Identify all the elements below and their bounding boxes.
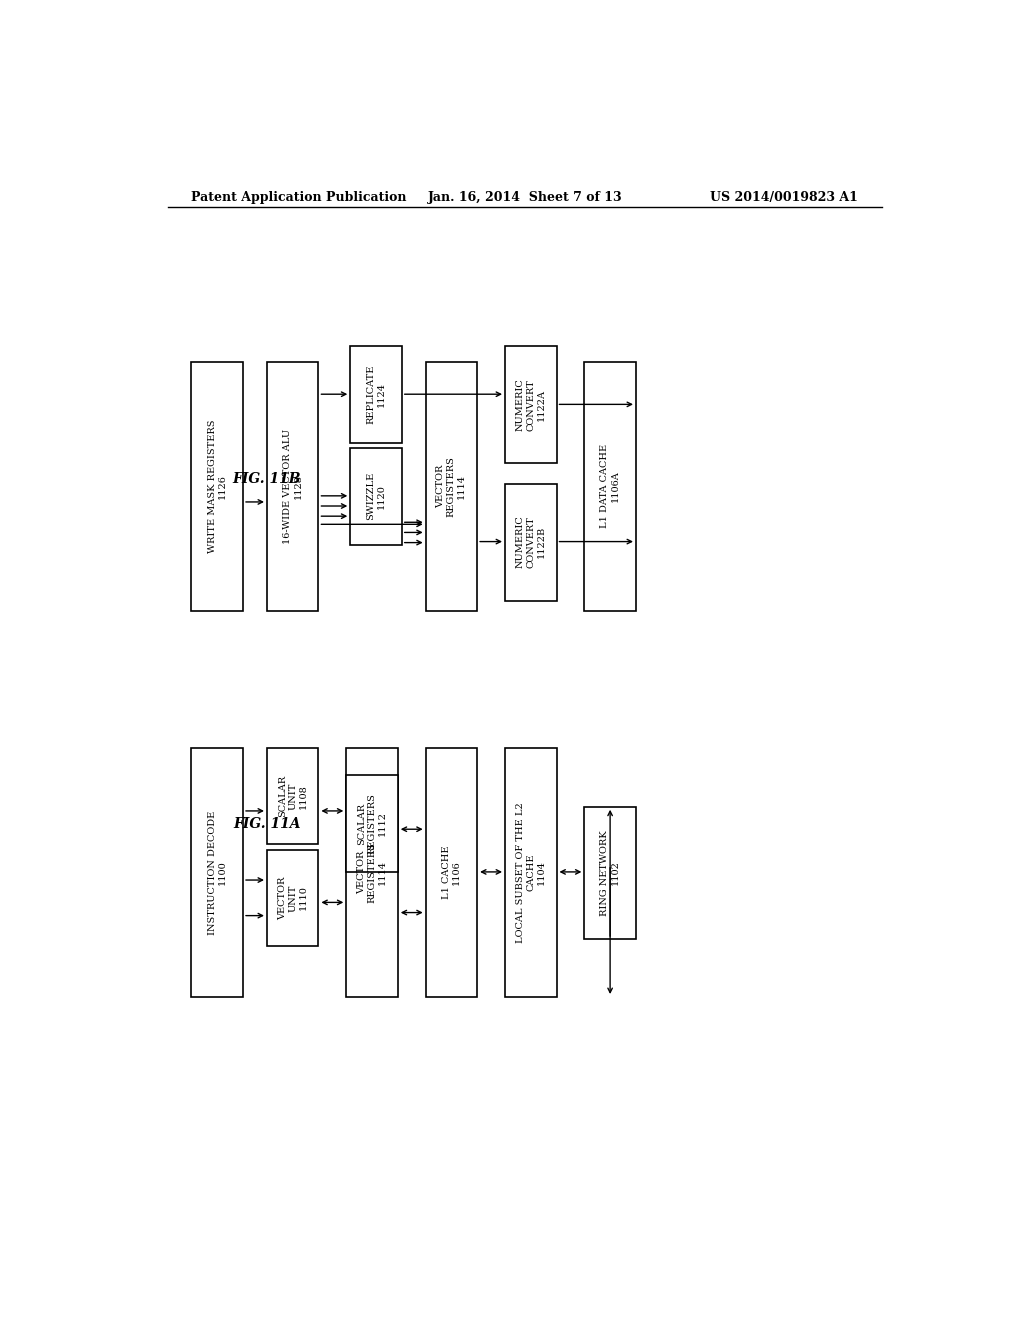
- FancyArrowPatch shape: [404, 531, 421, 535]
- FancyArrowPatch shape: [608, 867, 612, 993]
- Text: SCALAR
UNIT
1108: SCALAR UNIT 1108: [278, 775, 307, 817]
- FancyBboxPatch shape: [585, 362, 636, 611]
- Text: LOCAL SUBSET OF THE L2
CACHE
1104: LOCAL SUBSET OF THE L2 CACHE 1104: [516, 803, 546, 942]
- Text: NUMERIC
CONVERT
1122A: NUMERIC CONVERT 1122A: [516, 379, 546, 432]
- Text: FIG. 11A: FIG. 11A: [233, 817, 301, 832]
- FancyBboxPatch shape: [505, 483, 557, 601]
- FancyArrowPatch shape: [322, 513, 346, 519]
- FancyArrowPatch shape: [246, 500, 262, 504]
- Text: NUMERIC
CONVERT
1122B: NUMERIC CONVERT 1122B: [516, 516, 546, 569]
- FancyArrowPatch shape: [404, 392, 501, 396]
- FancyArrowPatch shape: [402, 828, 421, 832]
- FancyBboxPatch shape: [505, 346, 557, 463]
- FancyArrowPatch shape: [481, 870, 501, 874]
- Text: RING NETWORK
1102: RING NETWORK 1102: [600, 830, 620, 916]
- FancyArrowPatch shape: [322, 523, 421, 527]
- FancyBboxPatch shape: [505, 748, 557, 997]
- Text: L1 DATA CACHE
1106A: L1 DATA CACHE 1106A: [600, 444, 620, 528]
- Text: SWIZZLE
1120: SWIZZLE 1120: [367, 473, 386, 520]
- FancyBboxPatch shape: [267, 850, 318, 946]
- FancyArrowPatch shape: [608, 812, 612, 936]
- FancyBboxPatch shape: [426, 362, 477, 611]
- FancyArrowPatch shape: [480, 540, 501, 544]
- Text: FIG. 11B: FIG. 11B: [232, 471, 301, 486]
- FancyArrowPatch shape: [322, 504, 346, 508]
- FancyArrowPatch shape: [559, 403, 632, 407]
- FancyArrowPatch shape: [246, 809, 262, 813]
- Text: REPLICATE
1124: REPLICATE 1124: [367, 366, 386, 425]
- FancyArrowPatch shape: [322, 392, 346, 396]
- FancyBboxPatch shape: [267, 748, 318, 845]
- FancyBboxPatch shape: [350, 447, 401, 545]
- Text: US 2014/0019823 A1: US 2014/0019823 A1: [711, 190, 858, 203]
- FancyArrowPatch shape: [404, 540, 421, 545]
- FancyArrowPatch shape: [323, 900, 342, 904]
- FancyArrowPatch shape: [559, 540, 632, 544]
- FancyBboxPatch shape: [191, 748, 243, 997]
- FancyArrowPatch shape: [323, 809, 342, 813]
- FancyBboxPatch shape: [350, 346, 401, 444]
- FancyArrowPatch shape: [322, 494, 346, 498]
- FancyArrowPatch shape: [246, 913, 262, 917]
- FancyArrowPatch shape: [561, 870, 580, 874]
- Text: L1 CACHE
1106: L1 CACHE 1106: [441, 846, 461, 899]
- FancyBboxPatch shape: [346, 775, 397, 873]
- FancyBboxPatch shape: [585, 807, 636, 939]
- Text: VECTOR
UNIT
1110: VECTOR UNIT 1110: [278, 876, 307, 920]
- FancyBboxPatch shape: [267, 362, 318, 611]
- Text: INSTRUCTION DECODE
1100: INSTRUCTION DECODE 1100: [208, 810, 227, 935]
- FancyArrowPatch shape: [404, 520, 421, 524]
- Text: Jan. 16, 2014  Sheet 7 of 13: Jan. 16, 2014 Sheet 7 of 13: [427, 190, 623, 203]
- Text: 16-WIDE VECTOR ALU
1128: 16-WIDE VECTOR ALU 1128: [283, 429, 302, 544]
- FancyArrowPatch shape: [246, 878, 262, 882]
- Text: WRITE MASK REGISTERS
1126: WRITE MASK REGISTERS 1126: [208, 420, 227, 553]
- FancyBboxPatch shape: [346, 748, 397, 997]
- FancyArrowPatch shape: [402, 911, 421, 915]
- Text: VECTOR
REGISTERS
1114: VECTOR REGISTERS 1114: [436, 455, 466, 516]
- Text: VECTOR
REGISTERS
1114: VECTOR REGISTERS 1114: [357, 842, 387, 903]
- FancyBboxPatch shape: [426, 748, 477, 997]
- Text: Patent Application Publication: Patent Application Publication: [191, 190, 407, 203]
- FancyBboxPatch shape: [191, 362, 243, 611]
- Text: SCALAR
REGISTERS
1112: SCALAR REGISTERS 1112: [357, 793, 387, 854]
